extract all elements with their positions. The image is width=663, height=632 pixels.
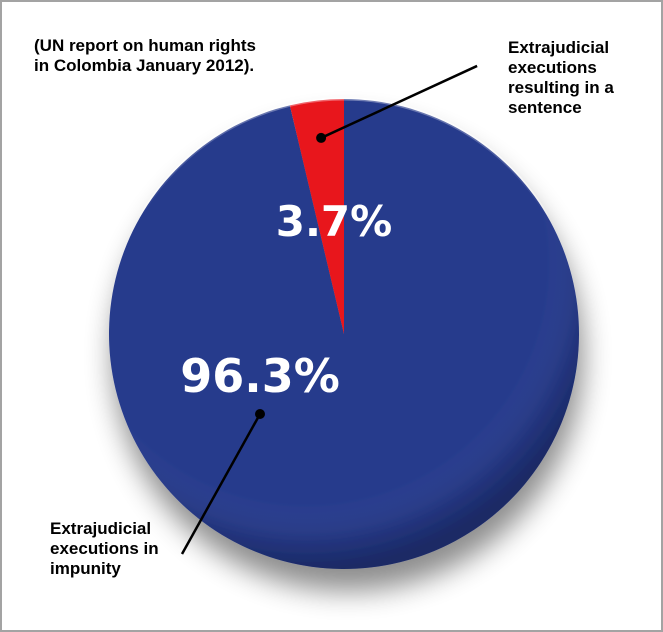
slice-label-sentence: Extrajudicial executions resulting in a … <box>508 38 614 117</box>
slice-label-impunity: Extrajudicial executions in impunity <box>50 519 159 578</box>
leader-dot-sentence <box>316 132 327 143</box>
leader-line-sentence <box>320 64 478 140</box>
leader-line-impunity <box>180 413 262 555</box>
value-label-impunity: 96.3% <box>180 349 340 403</box>
leader-dot-impunity <box>255 409 265 419</box>
pie-rim <box>107 97 581 571</box>
pie-shading <box>109 99 579 569</box>
value-label-sentence: 3.7% <box>276 197 392 246</box>
chart-source-note: (UN report on human rights in Colombia J… <box>34 36 256 75</box>
